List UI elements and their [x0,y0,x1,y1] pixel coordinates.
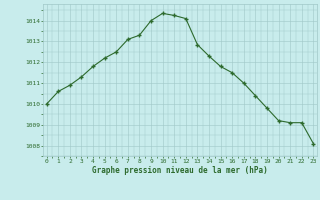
X-axis label: Graphe pression niveau de la mer (hPa): Graphe pression niveau de la mer (hPa) [92,166,268,175]
